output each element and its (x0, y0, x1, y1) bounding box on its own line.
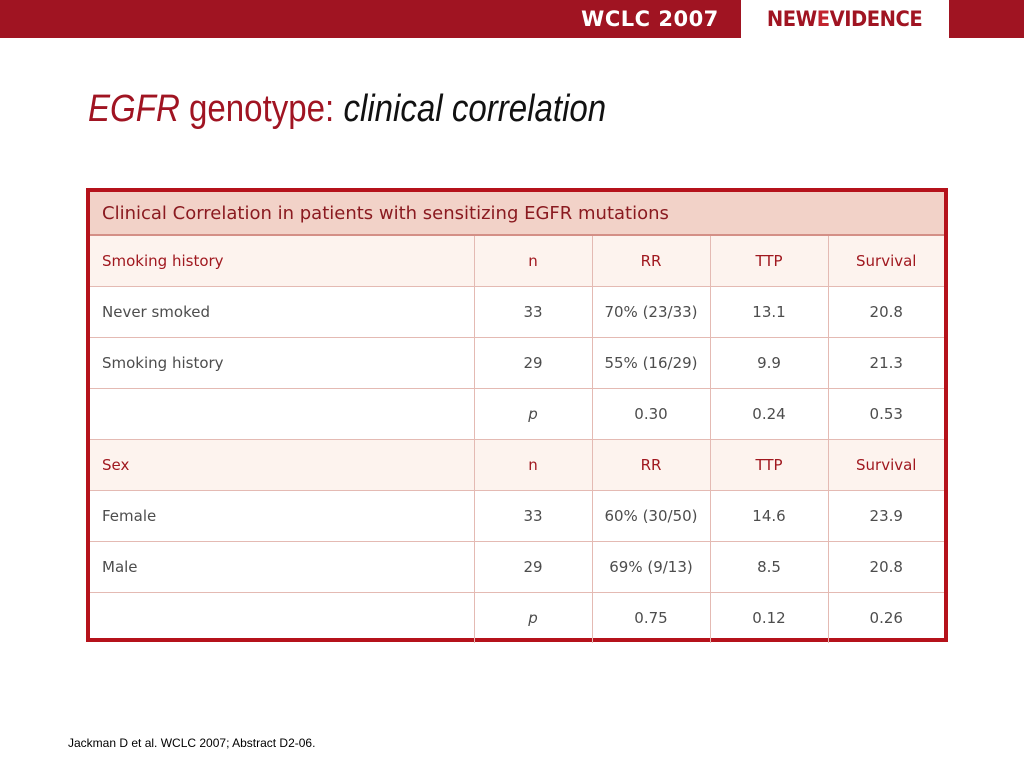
citation: Jackman D et al. WCLC 2007; Abstract D2-… (68, 736, 316, 750)
correlation-grid: Smoking history n RR TTP Survival Never smoke… (90, 236, 944, 643)
brand-logo-part-vidence: VIDENCE (830, 6, 923, 31)
p-value-row: p 0.30 0.24 0.53 (90, 388, 944, 440)
table-cell: 0.26 (827, 592, 944, 643)
table-cell: 20.8 (827, 286, 944, 338)
conference-label: WCLC 2007 (581, 7, 719, 31)
column-header-cell: Survival (827, 236, 944, 287)
slide-title-gene: EGFR (88, 88, 180, 130)
table-cell: 69% (9/13) (591, 541, 711, 593)
brand-logo-part-new: NEW (767, 6, 818, 31)
table-cell: 33 (473, 286, 593, 338)
table-cell: 9.9 (709, 337, 829, 389)
column-header-cell: RR (591, 439, 711, 491)
column-header-cell: TTP (709, 236, 829, 287)
table-row: Never smoked 33 70% (23/33) 13.1 20.8 (90, 286, 944, 338)
brand-logo-box: NEWEVIDENCE (741, 0, 949, 38)
table-cell: 8.5 (709, 541, 829, 593)
table-cell: 29 (473, 337, 593, 389)
table-cell: 55% (16/29) (591, 337, 711, 389)
clinical-correlation-table: Clinical Correlation in patients with se… (86, 188, 948, 643)
column-header-cell: Smoking history (90, 236, 475, 287)
column-header-cell: RR (591, 236, 711, 287)
table-caption: Clinical Correlation in patients with se… (90, 192, 944, 236)
table-cell: 60% (30/50) (591, 490, 711, 542)
table-cell: Never smoked (90, 286, 475, 338)
table-cell: 0.24 (709, 388, 829, 440)
column-header-cell: Sex (90, 439, 475, 491)
table-cell: 21.3 (827, 337, 944, 389)
column-header-cell: Survival (827, 439, 944, 491)
table-cell: p (473, 388, 593, 440)
column-header-cell: n (473, 439, 593, 491)
brand-logo: NEWEVIDENCE (767, 6, 923, 31)
p-value-row: p 0.75 0.12 0.26 (90, 592, 944, 643)
table-cell: 0.75 (591, 592, 711, 643)
table-cell: 33 (473, 490, 593, 542)
table-cell (90, 388, 475, 440)
slide-title-middle: genotype: (179, 88, 344, 130)
table-cell: Male (90, 541, 475, 593)
table-cell: 0.12 (709, 592, 829, 643)
table-cell: 13.1 (709, 286, 829, 338)
table-cell: Smoking history (90, 337, 475, 389)
table-cell: 0.30 (591, 388, 711, 440)
table-header-row: Smoking history n RR TTP Survival (90, 236, 944, 287)
table-cell: 23.9 (827, 490, 944, 542)
table-cell: 29 (473, 541, 593, 593)
table-cell: 70% (23/33) (591, 286, 711, 338)
table-cell: 0.53 (827, 388, 944, 440)
brand-logo-part-e: E (817, 6, 831, 31)
table-row: Smoking history 29 55% (16/29) 9.9 21.3 (90, 337, 944, 389)
table-header-row: Sex n RR TTP Survival (90, 439, 944, 491)
table-cell (90, 592, 475, 643)
column-header-cell: n (473, 236, 593, 287)
table-cell: p (473, 592, 593, 643)
table-row: Female 33 60% (30/50) 14.6 23.9 (90, 490, 944, 542)
slide-title-topic: clinical correlation (343, 88, 607, 130)
table-cell: 20.8 (827, 541, 944, 593)
column-header-cell: TTP (709, 439, 829, 491)
table-cell: 14.6 (709, 490, 829, 542)
slide-title: EGFR genotype: clinical correlation (88, 88, 606, 131)
header-bar: WCLC 2007 NEWEVIDENCE (0, 0, 1024, 38)
table-row: Male 29 69% (9/13) 8.5 20.8 (90, 541, 944, 593)
table-cell: Female (90, 490, 475, 542)
